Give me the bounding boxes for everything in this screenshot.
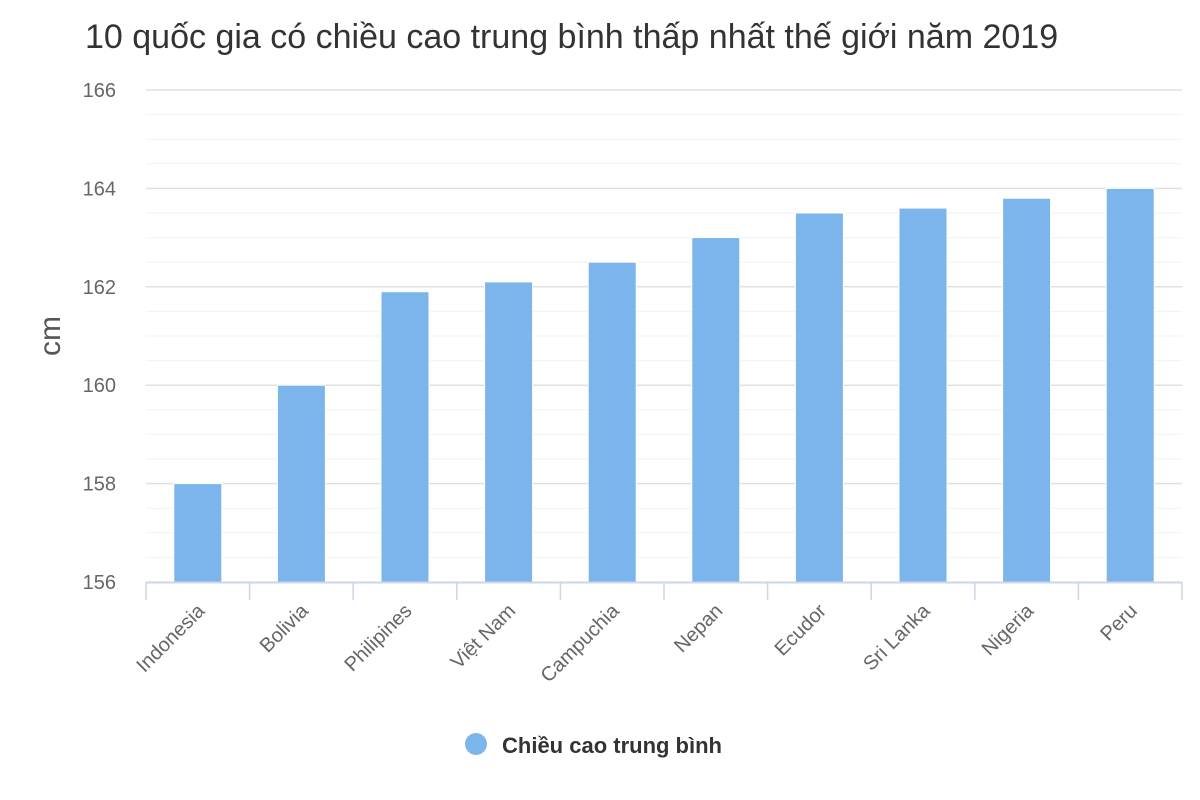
y-tick-label: 156 bbox=[83, 572, 116, 594]
x-tick-label: Việt Nam bbox=[447, 600, 520, 673]
legend[interactable]: Chiều cao trung bình bbox=[465, 733, 722, 758]
x-tick-label: Ecudor bbox=[771, 600, 832, 661]
x-tick-label: Bolivia bbox=[256, 599, 314, 657]
bar[interactable] bbox=[794, 212, 844, 583]
bar[interactable] bbox=[173, 483, 223, 583]
x-tick-label: Sri Lanka bbox=[859, 599, 935, 675]
y-tick-label: 162 bbox=[83, 277, 116, 299]
y-axis-label: cm bbox=[34, 316, 67, 356]
legend-label[interactable]: Chiều cao trung bình bbox=[502, 733, 722, 758]
x-axis-tick-labels: Indonesia Bolivia Philipines Việt Nam Campuc… bbox=[132, 599, 1141, 687]
y-tick-label: 164 bbox=[83, 178, 116, 200]
x-axis bbox=[145, 581, 1183, 600]
bar[interactable] bbox=[1105, 187, 1155, 583]
y-tick-label: 160 bbox=[83, 375, 116, 397]
y-tick-label: 158 bbox=[83, 474, 116, 496]
chart-title: 10 quốc gia có chiều cao trung bình thấp… bbox=[85, 18, 1058, 56]
legend-marker[interactable] bbox=[465, 733, 487, 755]
x-tick-label: Indonesia bbox=[132, 599, 210, 677]
bar[interactable] bbox=[1002, 197, 1052, 583]
y-tick-label: 166 bbox=[83, 80, 116, 102]
bar[interactable] bbox=[587, 261, 637, 583]
bar[interactable] bbox=[898, 207, 948, 583]
bar[interactable] bbox=[691, 237, 741, 583]
bar[interactable] bbox=[484, 281, 534, 583]
bar[interactable] bbox=[276, 384, 326, 583]
x-tick-label: Philipines bbox=[340, 600, 416, 676]
x-tick-label: Nigeria bbox=[978, 599, 1039, 660]
x-tick-label: Campuchia bbox=[537, 599, 625, 687]
x-tick-label: Nepan bbox=[670, 600, 727, 657]
x-tick-label: Peru bbox=[1096, 600, 1141, 645]
bar-series bbox=[173, 187, 1155, 583]
y-axis-ticks: 156 158 160 162 164 166 bbox=[83, 80, 116, 594]
bar[interactable] bbox=[380, 291, 430, 583]
